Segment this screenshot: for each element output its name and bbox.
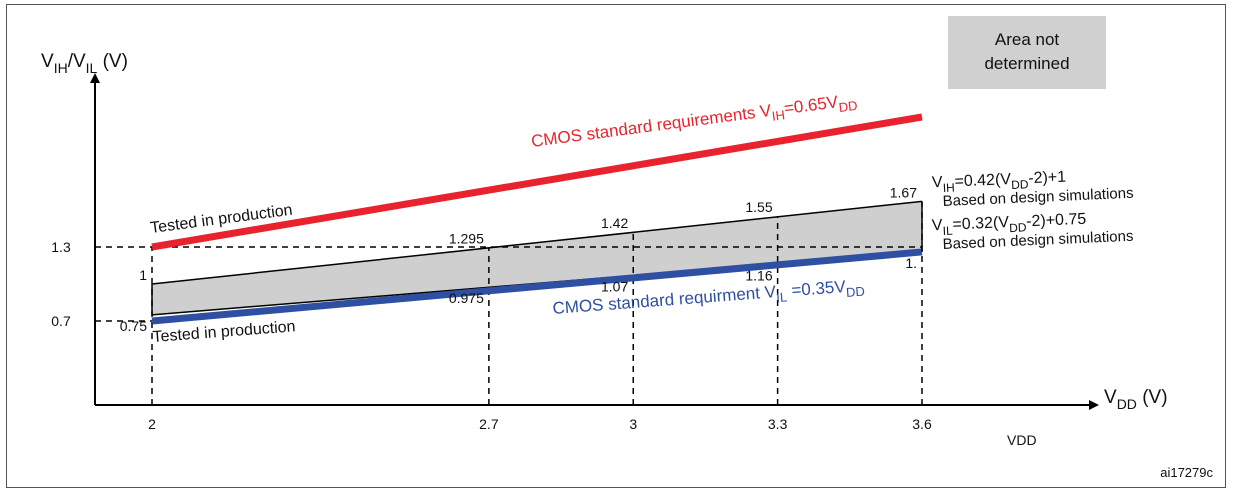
- figure-id: ai17279c: [1160, 465, 1213, 480]
- legend-swatch-area-not-determined: [948, 16, 1106, 89]
- data-label: 1.42: [601, 215, 628, 231]
- legend: Area not determined: [948, 16, 1106, 89]
- x-tick-label: 2.7: [479, 416, 499, 432]
- data-labels-layer: 1 0.75 1.295 0.975 1.42 1.07 1.55 1.16 1.67 1.: [120, 184, 917, 333]
- series-lines-layer: [151, 113, 923, 325]
- data-label: 0.975: [449, 290, 484, 306]
- svg-text:VIH=0.42(VDD-2)+1: VIH=0.42(VDD-2)+1: [932, 169, 1067, 196]
- annotation-cmos-vih: CMOS standard requirements VIH=0.65VDD: [530, 90, 858, 155]
- data-label: 1.55: [745, 199, 772, 215]
- series-line-vil-cmos: [151, 248, 923, 325]
- y-tick-label: 1.3: [51, 239, 71, 255]
- y-tick-label: 0.7: [51, 313, 71, 329]
- axes-layer: [90, 73, 1099, 410]
- x-tick-label: 2: [148, 416, 156, 432]
- tick-labels-layer: 2 2.7 3 3.3 3.6 1.3 0.7: [51, 239, 932, 432]
- undetermined-area: [152, 201, 922, 315]
- data-label: 1.295: [449, 231, 484, 247]
- x-axis-secondary-label: VDD: [1007, 432, 1037, 448]
- series-line-vih-simulation: [151, 200, 923, 285]
- data-label: 1: [139, 267, 147, 283]
- chart-svg: 2 2.7 3 3.3 3.6 1.3 0.7 1 0.75 1.295 0.975 1.42 1.0…: [41, 16, 1213, 480]
- x-tick-label: 3: [629, 416, 637, 432]
- legend-label-line1: Area not: [995, 30, 1060, 49]
- annotation-vil-equation: VIL=0.32(VDD-2)+0.75 Based on design sim…: [931, 211, 1133, 253]
- x-tick-label: 3.6: [912, 416, 932, 432]
- data-label: 1.07: [601, 278, 628, 294]
- svg-text:VIL=0.32(VDD-2)+0.75: VIL=0.32(VDD-2)+0.75: [931, 211, 1086, 239]
- annotation-tested-top: Tested in production: [149, 202, 293, 237]
- data-label: 1.: [905, 255, 917, 271]
- x-tick-label: 3.3: [768, 416, 788, 432]
- y-axis-label: VIH/VIL (V): [41, 51, 128, 76]
- data-label: 1.16: [745, 267, 772, 283]
- data-label: 0.75: [120, 318, 147, 334]
- annotation-vih-equation: VIH=0.42(VDD-2)+1 Based on design simula…: [932, 169, 1134, 210]
- data-label: 1.67: [890, 184, 917, 200]
- legend-label-line2: determined: [984, 54, 1069, 73]
- undetermined-area-layer: [152, 201, 922, 315]
- series-line-vih-cmos: [151, 113, 923, 251]
- x-axis-label: VDD (V): [1104, 387, 1168, 412]
- chart-frame: 2 2.7 3 3.3 3.6 1.3 0.7 1 0.75 1.295 0.975 1.42 1.0…: [6, 4, 1226, 488]
